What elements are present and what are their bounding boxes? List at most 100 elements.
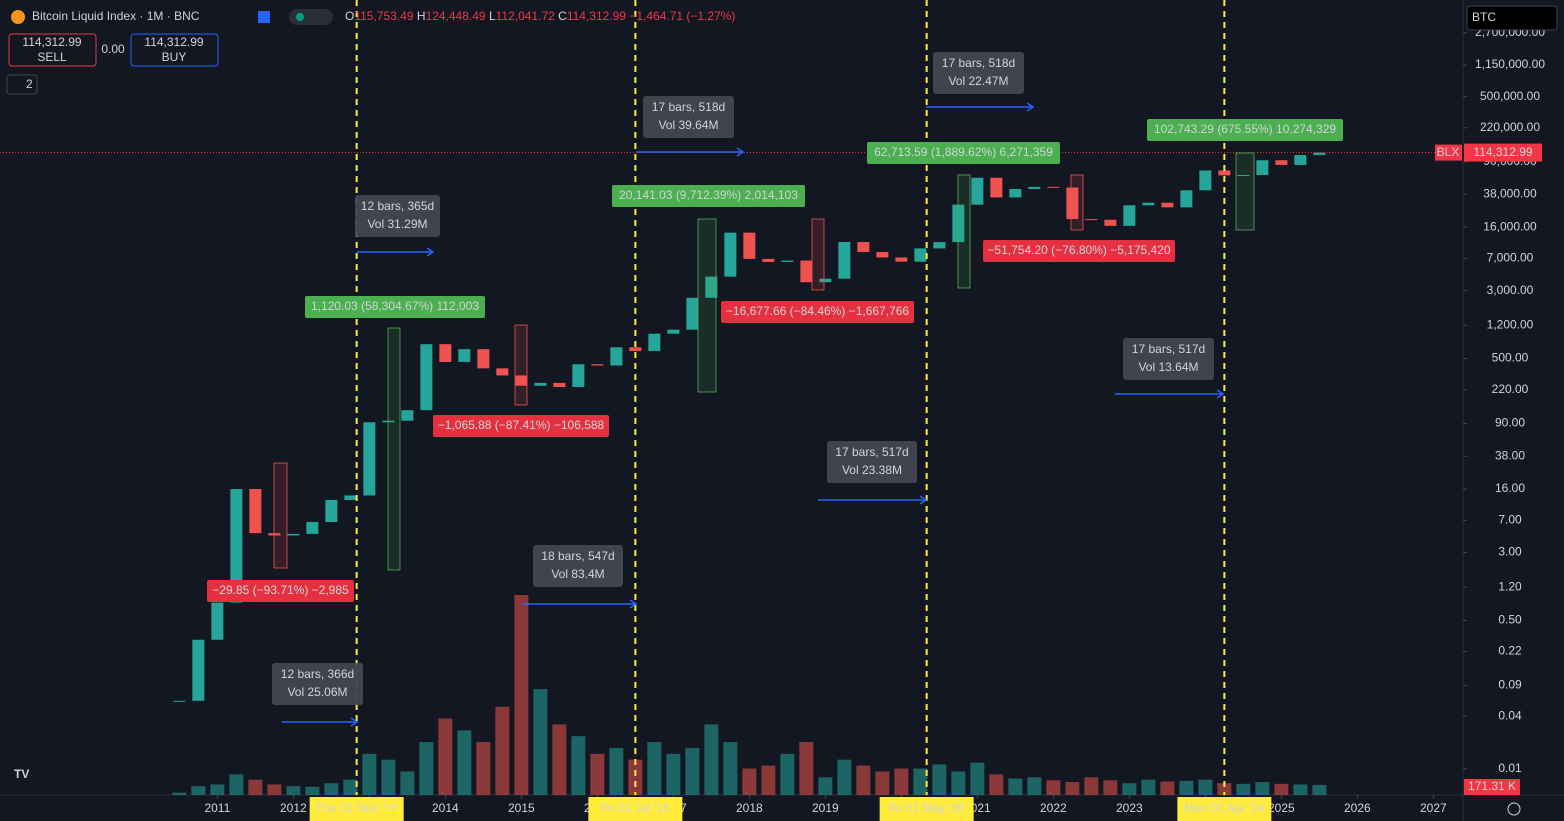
volume-bar (362, 753, 377, 795)
price-label-box (1464, 143, 1542, 162)
x-tick-label: 2011 (204, 801, 230, 815)
measure-label: 102,743.29 (675.55%) 10,274,329 (1154, 122, 1336, 136)
marker-label: Fri 01 May '20 (889, 801, 965, 815)
settings[interactable] (1507, 802, 1521, 816)
candle (230, 489, 243, 603)
volume-bar (1255, 782, 1270, 795)
range-volume: Vol 39.64M (658, 118, 718, 132)
candle (800, 260, 813, 283)
candle (1142, 202, 1155, 206)
y-tick-label: 7.00 (1498, 513, 1522, 527)
measure-range (1070, 174, 1084, 231)
measure-box (433, 415, 609, 437)
candle (439, 344, 452, 362)
candle (192, 639, 205, 701)
measure-range (273, 462, 288, 569)
symbol-search[interactable] (1466, 5, 1558, 31)
range-bars: 17 bars, 518d (652, 100, 725, 114)
measure-range (697, 218, 717, 393)
x-tick-label: 2027 (1420, 801, 1447, 815)
measure-label: −16,677.66 (−84.46%) −1,667,766 (726, 304, 909, 318)
measure-label: −51,754.20 (−76.80%) −5,175,420 (987, 243, 1170, 257)
status-dot (296, 13, 304, 21)
volume-bar (647, 742, 662, 795)
measure-box (612, 185, 805, 207)
x-tick-label: 2012 (280, 801, 307, 815)
sell-button[interactable] (8, 33, 97, 67)
measure-range (514, 324, 528, 406)
volume-bar (742, 768, 757, 795)
range-bars: 12 bars, 366d (281, 667, 354, 681)
volume-bar (1293, 784, 1308, 795)
y-tick-label: 1,150,000.00 (1475, 57, 1545, 71)
volume-bar (704, 724, 719, 795)
x-tick-label: 2022 (1040, 801, 1067, 815)
candle (515, 375, 528, 386)
range-volume: Vol 22.47M (948, 74, 1008, 88)
range-volume: Vol 13.64M (1138, 360, 1198, 374)
range-arrowhead (426, 247, 435, 257)
volume-bar (191, 786, 206, 795)
x-tick-label: 2014 (432, 801, 459, 815)
volume-bar (1312, 784, 1327, 795)
close-label: C (558, 9, 567, 23)
indicators-toggle[interactable] (6, 74, 38, 95)
candle (1047, 186, 1060, 188)
volume-bar (856, 765, 871, 795)
candle (667, 329, 680, 334)
candle (1123, 205, 1136, 226)
marker-label-box (588, 797, 683, 821)
measure-range (811, 218, 825, 291)
series-name-box (1435, 144, 1462, 161)
measure-box (1147, 119, 1343, 141)
volume-bar (457, 730, 472, 795)
sell-price: 114,312.99 (22, 35, 81, 49)
volume-bar (666, 753, 681, 795)
candle (1218, 170, 1231, 176)
candle (363, 422, 376, 496)
buy-button[interactable] (130, 33, 219, 67)
y-tick-label: 0.01 (1498, 761, 1522, 775)
x-tick-label: 2015 (508, 801, 535, 815)
candle (1313, 152, 1326, 156)
volume-bar (609, 747, 624, 795)
candle (762, 258, 775, 262)
range-box (827, 441, 917, 483)
volume-bar (1008, 778, 1023, 795)
candle (1237, 174, 1250, 176)
status-pill[interactable] (289, 9, 333, 25)
marker-label: Fri 01 Jul '16 (601, 801, 670, 815)
symbol-icon (11, 10, 25, 24)
candle (895, 257, 908, 262)
candle (857, 241, 870, 253)
candle (1161, 202, 1174, 208)
x-tick-label: 2025 (1268, 801, 1295, 815)
y-tick-label: 0.09 (1498, 678, 1522, 692)
high-label: H (417, 9, 426, 23)
overlay: Bitcoin Liquid Index · 1M · BNC O115,753… (6, 5, 1558, 816)
open: 115,753.49 (354, 9, 413, 23)
candle (325, 499, 338, 523)
measure-label: −29.85 (−93.71%) −2,985 (212, 583, 349, 597)
candle (1009, 188, 1022, 198)
range-arrowhead (350, 717, 359, 727)
flag[interactable] (258, 11, 270, 23)
range-volume: Vol 25.06M (287, 685, 347, 699)
candle (420, 344, 433, 411)
candle (610, 347, 623, 366)
buy-label: BUY (162, 50, 187, 64)
symbol-title[interactable]: Bitcoin Liquid Index · 1M · BNC (32, 9, 200, 23)
volume-bar (970, 762, 985, 795)
candle (1180, 190, 1193, 208)
volume-bar (571, 736, 586, 795)
range-arrowhead (1216, 389, 1225, 399)
volume-bar (438, 718, 453, 795)
measure-range (957, 174, 971, 289)
volume-bar (590, 753, 605, 795)
measure-box (983, 240, 1175, 262)
candle (1294, 155, 1307, 165)
logo[interactable]: TV (14, 767, 29, 781)
candle (173, 700, 186, 702)
y-tick-label: 0.22 (1498, 644, 1522, 658)
